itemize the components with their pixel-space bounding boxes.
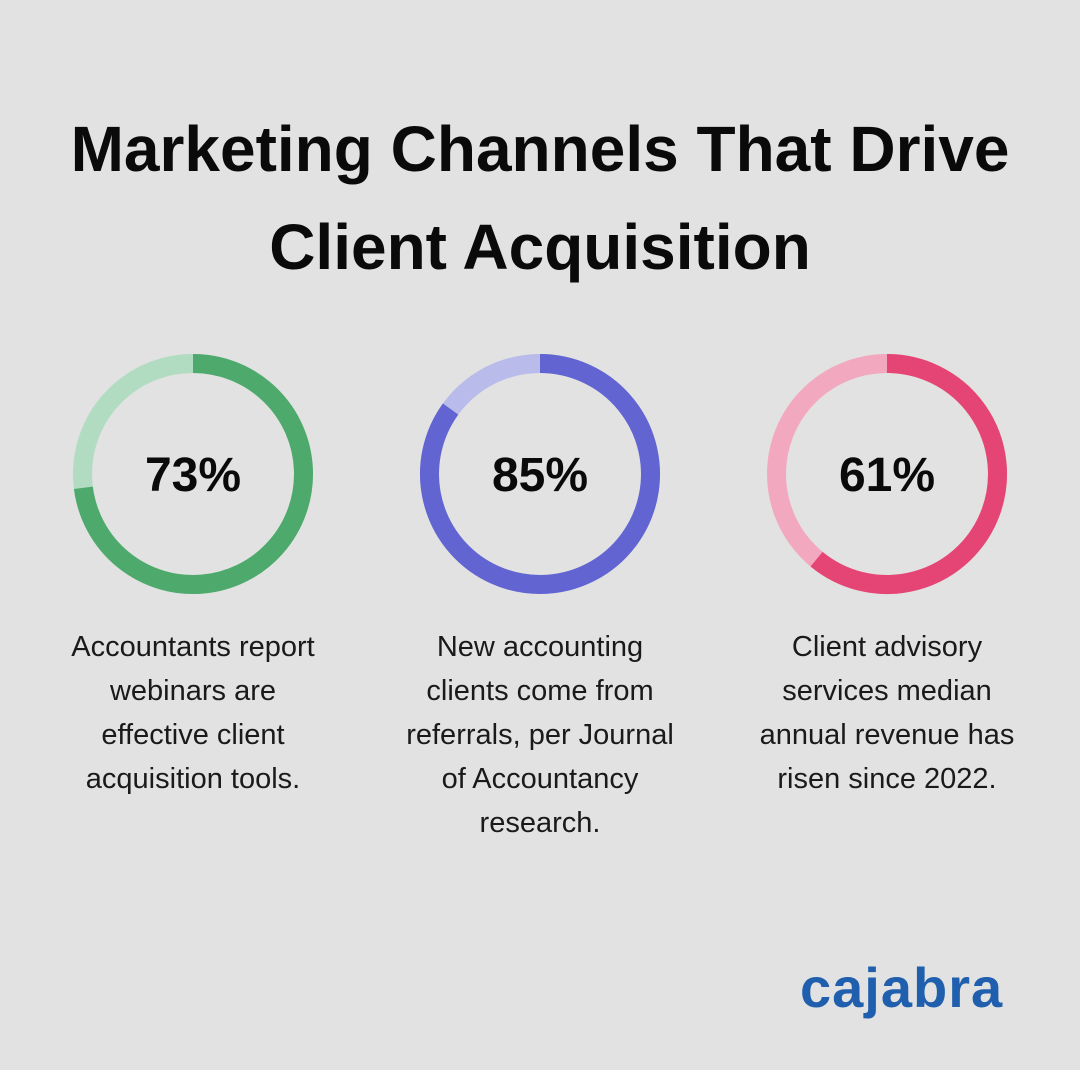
value-label: 61% [839,449,935,502]
caption-line: research. [479,807,601,839]
caption: Client advisory services median annual rev… [717,625,1057,801]
donut-arc [810,354,1007,594]
caption-line: acquisition tools. [85,763,301,795]
value-label: 85% [492,449,588,502]
donut-arc [73,354,313,594]
caption-line: referrals, per Journal [406,719,674,751]
caption-line: risen since 2022. [777,763,997,795]
donut-arc [420,354,660,594]
caption-line: clients come from [426,675,654,707]
caption-line: webinars are [109,675,277,707]
caption-line: Client advisory [791,631,983,663]
caption-line: annual revenue has [759,719,1015,751]
caption: New accounting clients come from referrals… [370,625,710,845]
value-label: 73% [145,449,241,502]
caption-line: Accountants report [71,631,315,663]
charts: 73% 85% 61% [73,354,1007,594]
title: Marketing Channels That Drive Client Acq… [70,113,1010,283]
caption-line: New accounting [436,631,644,663]
logo: cajabra [800,956,1004,1019]
caption: Accountants report webinars are effective … [23,625,363,801]
caption-line: effective client [101,719,285,751]
caption-line: services median [782,675,992,707]
caption-line: of Accountancy [441,763,639,795]
